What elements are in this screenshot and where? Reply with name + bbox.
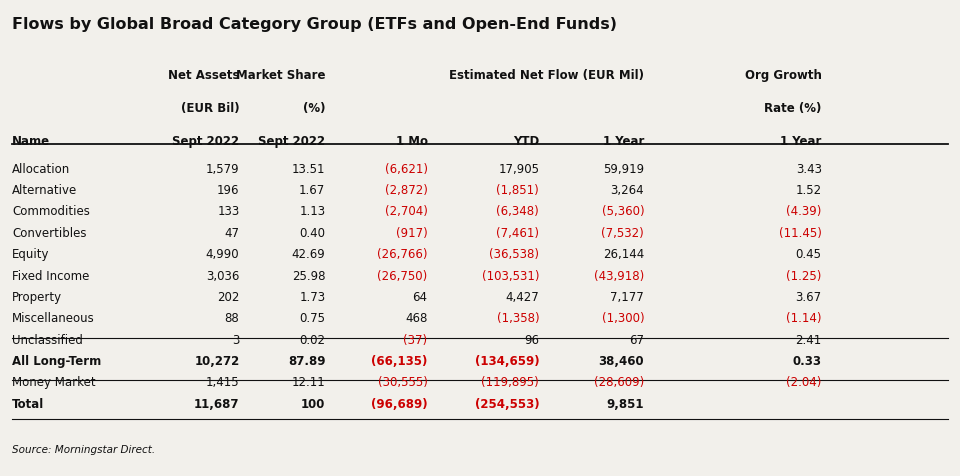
Text: (28,609): (28,609) [594, 377, 644, 389]
Text: (134,659): (134,659) [474, 355, 540, 368]
Text: 64: 64 [413, 291, 427, 304]
Text: 1 Mo: 1 Mo [396, 136, 427, 149]
Text: 11,687: 11,687 [194, 398, 239, 411]
Text: 38,460: 38,460 [598, 355, 644, 368]
Text: (2,704): (2,704) [385, 206, 427, 218]
Text: 1.73: 1.73 [300, 291, 325, 304]
Text: 4,427: 4,427 [505, 291, 540, 304]
Text: 3: 3 [232, 334, 239, 347]
Text: Alternative: Alternative [12, 184, 78, 197]
Text: (1,358): (1,358) [496, 312, 540, 325]
Text: 4,990: 4,990 [205, 248, 239, 261]
Text: (7,461): (7,461) [496, 227, 540, 240]
Text: 0.02: 0.02 [300, 334, 325, 347]
Text: (96,689): (96,689) [371, 398, 427, 411]
Text: (11.45): (11.45) [779, 227, 822, 240]
Text: (30,555): (30,555) [377, 377, 427, 389]
Text: 0.45: 0.45 [796, 248, 822, 261]
Text: (1,851): (1,851) [496, 184, 540, 197]
Text: Miscellaneous: Miscellaneous [12, 312, 95, 325]
Text: 0.33: 0.33 [793, 355, 822, 368]
Text: Rate (%): Rate (%) [764, 101, 822, 115]
Text: Flows by Global Broad Category Group (ETFs and Open-End Funds): Flows by Global Broad Category Group (ET… [12, 17, 617, 32]
Text: (37): (37) [403, 334, 427, 347]
Text: Allocation: Allocation [12, 163, 71, 176]
Text: 1.67: 1.67 [300, 184, 325, 197]
Text: 196: 196 [217, 184, 239, 197]
Text: Unclassified: Unclassified [12, 334, 84, 347]
Text: All Long-Term: All Long-Term [12, 355, 102, 368]
Text: 9,851: 9,851 [607, 398, 644, 411]
Text: Money Market: Money Market [12, 377, 96, 389]
Text: 3,264: 3,264 [611, 184, 644, 197]
Text: (7,532): (7,532) [601, 227, 644, 240]
Text: 468: 468 [405, 312, 427, 325]
Text: (36,538): (36,538) [490, 248, 540, 261]
Text: Fixed Income: Fixed Income [12, 269, 89, 283]
Text: 1 Year: 1 Year [603, 136, 644, 149]
Text: 96: 96 [524, 334, 540, 347]
Text: 1.52: 1.52 [796, 184, 822, 197]
Text: 3,036: 3,036 [206, 269, 239, 283]
Text: 0.75: 0.75 [300, 312, 325, 325]
Text: (43,918): (43,918) [594, 269, 644, 283]
Text: (119,895): (119,895) [481, 377, 540, 389]
Text: 0.40: 0.40 [300, 227, 325, 240]
Text: (66,135): (66,135) [372, 355, 427, 368]
Text: YTD: YTD [513, 136, 540, 149]
Text: Commodities: Commodities [12, 206, 90, 218]
Text: Property: Property [12, 291, 62, 304]
Text: 47: 47 [225, 227, 239, 240]
Text: 17,905: 17,905 [498, 163, 540, 176]
Text: 1,415: 1,415 [205, 377, 239, 389]
Text: Org Growth: Org Growth [745, 69, 822, 82]
Text: 1.13: 1.13 [300, 206, 325, 218]
Text: Equity: Equity [12, 248, 50, 261]
Text: (%): (%) [303, 101, 325, 115]
Text: 1,579: 1,579 [205, 163, 239, 176]
Text: 12.11: 12.11 [292, 377, 325, 389]
Text: Sept 2022: Sept 2022 [173, 136, 239, 149]
Text: 202: 202 [217, 291, 239, 304]
Text: 59,919: 59,919 [603, 163, 644, 176]
Text: 26,144: 26,144 [603, 248, 644, 261]
Text: Estimated Net Flow (EUR Mil): Estimated Net Flow (EUR Mil) [449, 69, 644, 82]
Text: 25.98: 25.98 [292, 269, 325, 283]
Text: (2,872): (2,872) [385, 184, 427, 197]
Text: Sept 2022: Sept 2022 [258, 136, 325, 149]
Text: (5,360): (5,360) [602, 206, 644, 218]
Text: (103,531): (103,531) [482, 269, 540, 283]
Text: Total: Total [12, 398, 44, 411]
Text: Source: Morningstar Direct.: Source: Morningstar Direct. [12, 445, 156, 455]
Text: 3.43: 3.43 [796, 163, 822, 176]
Text: (254,553): (254,553) [474, 398, 540, 411]
Text: 10,272: 10,272 [194, 355, 239, 368]
Text: Convertibles: Convertibles [12, 227, 86, 240]
Text: Market Share: Market Share [236, 69, 325, 82]
Text: (1.25): (1.25) [786, 269, 822, 283]
Text: 67: 67 [629, 334, 644, 347]
Text: 3.67: 3.67 [796, 291, 822, 304]
Text: (26,766): (26,766) [377, 248, 427, 261]
Text: 87.89: 87.89 [288, 355, 325, 368]
Text: (6,348): (6,348) [496, 206, 540, 218]
Text: (6,621): (6,621) [385, 163, 427, 176]
Text: 13.51: 13.51 [292, 163, 325, 176]
Text: (1.14): (1.14) [786, 312, 822, 325]
Text: (1,300): (1,300) [602, 312, 644, 325]
Text: (917): (917) [396, 227, 427, 240]
Text: 7,177: 7,177 [611, 291, 644, 304]
Text: 1 Year: 1 Year [780, 136, 822, 149]
Text: Net Assets: Net Assets [168, 69, 239, 82]
Text: 2.41: 2.41 [796, 334, 822, 347]
Text: (26,750): (26,750) [377, 269, 427, 283]
Text: 133: 133 [217, 206, 239, 218]
Text: (2.04): (2.04) [786, 377, 822, 389]
Text: 100: 100 [301, 398, 325, 411]
Text: (EUR Bil): (EUR Bil) [180, 101, 239, 115]
Text: (4.39): (4.39) [786, 206, 822, 218]
Text: Name: Name [12, 136, 51, 149]
Text: 88: 88 [225, 312, 239, 325]
Text: 42.69: 42.69 [292, 248, 325, 261]
